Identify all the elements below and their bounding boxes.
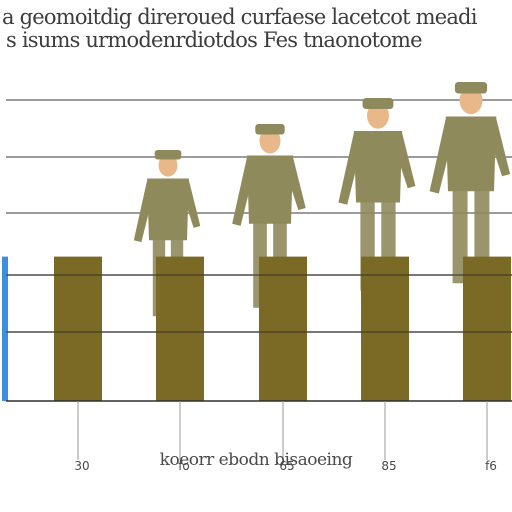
soldier-torso	[246, 155, 294, 224]
x-tick-label: f6	[485, 459, 497, 473]
bars	[54, 256, 511, 401]
chart-title-line-1: a geomoitdig direroued curfaese lacetcot…	[2, 5, 477, 29]
soldier-torso	[353, 131, 403, 203]
accent-bar	[2, 256, 8, 401]
soldier-arm	[285, 157, 306, 211]
bar	[361, 256, 409, 401]
soldier-cap	[154, 150, 182, 160]
x-tick-label: 30	[74, 459, 89, 473]
soldier-arm	[133, 180, 154, 243]
chart-title-line-2: s isums urmodenrdiotdos Fes tnaonotome	[6, 28, 423, 52]
x-axis-label: koeorr ebodn bisaoeing	[159, 450, 353, 470]
soldier-torso	[445, 116, 497, 192]
x-tick-label: fo	[178, 459, 190, 473]
soldier-arm	[429, 118, 454, 194]
bar	[54, 256, 102, 401]
soldier-cap	[255, 124, 285, 135]
chart-title: a geomoitdig direroued curfaese lacetcot…	[0, 6, 512, 52]
soldier-cap	[454, 82, 488, 94]
soldier-arm	[394, 133, 416, 189]
bar	[259, 256, 307, 401]
x-tick-label: 85	[381, 459, 396, 473]
soldier-figure	[429, 82, 511, 284]
bar	[156, 256, 204, 401]
x-tick-label: 65	[279, 459, 294, 473]
soldier-arm	[182, 180, 201, 228]
soldier-arm	[488, 118, 511, 177]
soldier-arm	[232, 157, 255, 226]
soldier-cap	[362, 98, 394, 109]
x-ticks: 30 fo 65 85 f6	[74, 401, 497, 473]
soldier-torso	[147, 178, 189, 241]
bar	[463, 256, 511, 401]
soldier-arm	[338, 133, 362, 205]
